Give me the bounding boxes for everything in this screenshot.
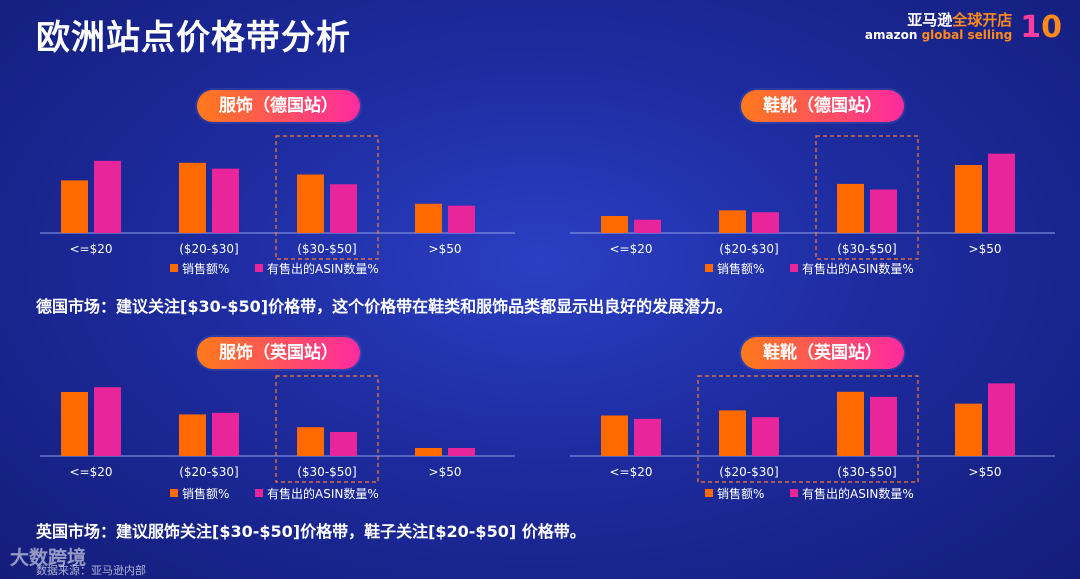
chart-title-apparel-de: 服饰（德国站） <box>197 90 360 122</box>
legend-label: 有售出的ASIN数量% <box>802 261 914 276</box>
chart-apparel-uk: <=$20 ($20-$30] ($30-$50] >$50 销售额% 有售出的ASIN数… <box>40 375 515 501</box>
chart-title-shoes-de: 鞋靴（德国站） <box>741 90 904 122</box>
bar-sales-0 <box>601 216 628 233</box>
legend-swatch <box>790 264 798 272</box>
highlight-box <box>815 135 919 260</box>
bar-asin-0 <box>94 387 121 456</box>
bar-asin-2 <box>870 189 897 233</box>
bar-sales-1 <box>179 162 206 233</box>
brand-en: amazon global selling <box>865 29 1012 42</box>
x-tick-label: >$50 <box>969 465 1002 479</box>
legend-label: 有售出的ASIN数量% <box>267 486 379 501</box>
data-source: 数据来源：亚马逊内部 <box>36 564 146 577</box>
chart-apparel-de: <=$20 ($20-$30] ($30-$50] >$50 销售额% 有售出的ASIN数… <box>40 135 515 276</box>
bar-asin-0 <box>634 219 661 233</box>
bar-asin-2 <box>330 184 357 233</box>
chart-shoes-uk: <=$20 ($20-$30] ($30-$50] >$50 销售额% 有售出的ASIN数… <box>570 375 1055 501</box>
chart-title-shoes-uk: 鞋靴（英国站） <box>741 337 904 369</box>
bar-sales-3 <box>955 403 982 456</box>
legend-swatch <box>255 264 263 272</box>
bar-sales-2 <box>297 427 324 456</box>
bar-asin-0 <box>94 160 121 233</box>
brand-cn: 亚马逊全球开店 <box>907 11 1013 30</box>
bar-sales-0 <box>601 415 628 456</box>
watermark-logo: 大数跨境 <box>10 547 87 569</box>
legend-swatch <box>255 489 263 497</box>
bar-asin-0 <box>634 418 661 456</box>
bar-sales-3 <box>415 448 442 456</box>
bar-asin-3 <box>448 448 475 456</box>
brand-cn-accent: 全球开店 <box>952 11 1013 30</box>
bar-asin-1 <box>212 168 239 233</box>
brand-logo: 亚马逊全球开店 amazon global selling 10 <box>865 10 1062 45</box>
brand-text: 亚马逊全球开店 amazon global selling <box>865 11 1013 42</box>
highlight-box <box>275 375 379 483</box>
x-tick-label: >$50 <box>429 465 462 479</box>
chart-shoes-de: <=$20 ($20-$30] ($30-$50] >$50 销售额% 有售出的ASIN数… <box>570 135 1055 276</box>
brand-cn-main: 亚马逊 <box>907 11 953 30</box>
legend-swatch <box>790 489 798 497</box>
legend-label: 销售额% <box>717 261 764 276</box>
x-tick-label: <=$20 <box>609 242 652 256</box>
bar-asin-1 <box>212 412 239 456</box>
bar-asin-3 <box>448 205 475 233</box>
brand-en-main: amazon <box>864 28 918 43</box>
bar-sales-2 <box>297 174 324 233</box>
x-tick-label: ($30-$50] <box>297 465 357 479</box>
legend-swatch <box>170 264 178 272</box>
note-uk-label: 英国市场： <box>36 522 117 541</box>
x-tick-label: ($20-$30] <box>179 242 239 256</box>
note-germany-text: 建议关注[$30-$50]价格带，这个价格带在鞋类和服饰品类都显示出良好的发展潜… <box>116 297 733 316</box>
x-tick-label: >$50 <box>969 242 1002 256</box>
bar-asin-2 <box>330 432 357 456</box>
highlight-box <box>697 375 919 483</box>
x-tick-label: <=$20 <box>69 242 112 256</box>
bar-sales-3 <box>415 203 442 233</box>
legend-swatch <box>705 264 713 272</box>
note-uk: 英国市场：建议服饰关注[$30-$50]价格带，鞋子关注[$20-$50] 价格… <box>36 518 586 542</box>
bar-sales-2 <box>837 183 864 233</box>
note-uk-text: 建议服饰关注[$30-$50]价格带，鞋子关注[$20-$50] 价格带。 <box>116 522 586 541</box>
highlight-box <box>275 135 379 260</box>
x-tick-label: <=$20 <box>69 465 112 479</box>
bar-asin-1 <box>752 212 779 233</box>
bar-sales-1 <box>179 414 206 456</box>
bar-sales-0 <box>61 392 88 456</box>
legend-label: 销售额% <box>182 486 229 501</box>
bar-asin-3 <box>988 383 1015 456</box>
anniversary-badge-icon: 10 <box>1020 10 1062 45</box>
x-tick-label: ($30-$50] <box>297 242 357 256</box>
legend-label: 有售出的ASIN数量% <box>802 486 914 501</box>
bar-sales-3 <box>955 165 982 233</box>
page-title: 欧洲站点价格带分析 <box>36 18 351 58</box>
x-tick-label: ($20-$30] <box>179 465 239 479</box>
x-tick-label: >$50 <box>429 242 462 256</box>
bar-sales-2 <box>837 391 864 456</box>
legend-swatch <box>705 489 713 497</box>
bar-asin-3 <box>988 153 1015 233</box>
legend-label: 销售额% <box>182 261 229 276</box>
x-tick-label: <=$20 <box>609 465 652 479</box>
bar-sales-0 <box>61 180 88 233</box>
bar-sales-1 <box>719 410 746 456</box>
chart-title-apparel-uk: 服饰（英国站） <box>197 337 360 369</box>
legend-label: 销售额% <box>717 486 764 501</box>
note-germany-label: 德国市场： <box>36 297 117 316</box>
bar-asin-1 <box>752 417 779 456</box>
x-tick-label: ($30-$50] <box>837 465 897 479</box>
bar-sales-1 <box>719 210 746 233</box>
badge-digit-a: 1 <box>1020 10 1042 45</box>
note-germany: 德国市场：建议关注[$30-$50]价格带，这个价格带在鞋类和服饰品类都显示出良… <box>36 293 732 317</box>
brand-en-accent: global selling <box>921 28 1013 43</box>
badge-digit-b: 0 <box>1041 10 1062 45</box>
bar-asin-2 <box>870 396 897 456</box>
legend-swatch <box>170 489 178 497</box>
x-tick-label: ($20-$30] <box>719 242 779 256</box>
x-tick-label: ($20-$30] <box>719 465 779 479</box>
x-tick-label: ($30-$50] <box>837 242 897 256</box>
legend-label: 有售出的ASIN数量% <box>267 261 379 276</box>
